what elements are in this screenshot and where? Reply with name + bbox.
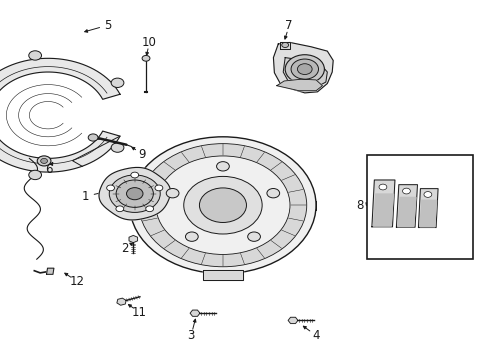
Text: 1: 1 [82,190,90,203]
Circle shape [109,175,160,212]
Polygon shape [280,42,290,49]
Circle shape [199,188,246,222]
Circle shape [139,144,307,267]
Circle shape [297,64,312,75]
Polygon shape [129,235,138,243]
Polygon shape [418,189,438,228]
Circle shape [402,188,410,194]
Circle shape [184,176,262,234]
Circle shape [116,206,124,212]
Circle shape [126,188,143,200]
Circle shape [247,232,260,241]
Polygon shape [288,317,298,324]
Text: 5: 5 [104,19,112,32]
Circle shape [155,185,163,191]
Polygon shape [372,180,395,227]
Polygon shape [396,185,417,227]
Circle shape [130,137,316,274]
Text: 8: 8 [356,199,364,212]
Circle shape [111,78,124,87]
Text: 6: 6 [45,163,53,176]
Polygon shape [273,42,333,93]
Circle shape [131,172,139,178]
Text: 9: 9 [138,148,146,161]
Circle shape [29,170,42,180]
Circle shape [111,143,124,152]
Circle shape [37,156,51,166]
Polygon shape [190,310,200,316]
Bar [367,155,473,259]
Circle shape [88,134,98,141]
Circle shape [166,189,179,198]
Circle shape [41,158,48,163]
Circle shape [267,189,280,198]
Circle shape [146,206,153,212]
Text: 10: 10 [142,36,157,49]
Text: 3: 3 [187,329,195,342]
Polygon shape [117,298,126,305]
Polygon shape [283,58,327,87]
Circle shape [156,156,290,255]
Circle shape [291,59,318,79]
Text: 11: 11 [132,306,147,319]
Circle shape [282,42,289,48]
Polygon shape [398,197,416,226]
Circle shape [285,55,324,84]
Polygon shape [203,270,243,280]
Polygon shape [47,268,54,274]
Circle shape [379,184,387,190]
Polygon shape [373,194,393,226]
Circle shape [142,55,150,61]
Circle shape [116,180,153,207]
Text: 4: 4 [312,329,320,342]
Text: 2: 2 [121,242,129,255]
Polygon shape [277,79,322,91]
Circle shape [107,185,115,191]
Polygon shape [420,200,437,227]
Text: 12: 12 [70,275,85,288]
Text: 7: 7 [285,19,293,32]
Circle shape [186,232,198,241]
Circle shape [217,162,229,171]
Circle shape [29,51,42,60]
Polygon shape [0,58,120,172]
Circle shape [424,192,432,197]
Polygon shape [99,167,171,220]
